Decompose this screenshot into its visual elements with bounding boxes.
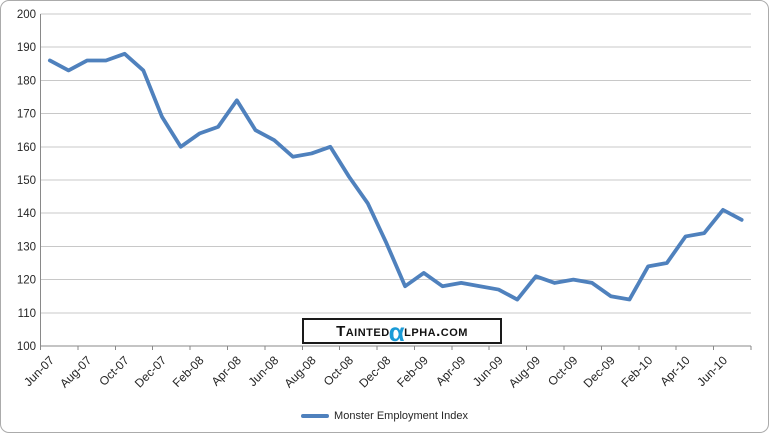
x-axis-label: Jun-08 — [245, 353, 281, 389]
x-axis-label: Jun-10 — [694, 353, 730, 389]
x-axis-label: Feb-10 — [618, 353, 655, 390]
x-axis-label: Aug-08 — [281, 353, 318, 390]
x-axis-label: Dec-08 — [356, 353, 393, 390]
y-axis-label: 150 — [17, 175, 36, 187]
x-axis-label: Oct-08 — [321, 353, 357, 389]
y-axis-label: 190 — [17, 42, 36, 54]
watermark-text-part1: Tainted — [336, 322, 390, 340]
watermark-taintedalpha: Tainted α lpha.com — [302, 318, 502, 345]
chart-legend: Monster Employment Index — [1, 407, 768, 425]
x-axis-label: Aug-07 — [57, 353, 94, 390]
y-axis-label: 110 — [18, 308, 36, 320]
x-axis-label: Dec-09 — [581, 353, 618, 390]
x-axis-label: Jun-07 — [21, 353, 57, 389]
y-axis-label: 100 — [17, 341, 36, 353]
employment-index-line — [47, 51, 744, 302]
y-axis-label: 200 — [17, 9, 36, 21]
y-axis-label: 180 — [17, 75, 36, 87]
legend-line-swatch — [301, 414, 330, 418]
legend-label: Monster Employment Index — [334, 410, 468, 422]
x-axis-label: Apr-08 — [209, 353, 245, 389]
y-axis-label: 120 — [17, 275, 36, 287]
x-axis-label: Oct-07 — [96, 353, 132, 389]
x-axis-label: Feb-08 — [170, 353, 207, 390]
x-axis-label: Apr-09 — [433, 353, 469, 389]
x-axis-label: Oct-09 — [545, 353, 581, 389]
x-axis-label: Dec-07 — [132, 353, 169, 390]
y-axis-label: 140 — [17, 208, 36, 220]
y-axis-label: 130 — [17, 241, 36, 253]
y-axis-label: 160 — [17, 142, 36, 154]
x-axis-label: Jun-09 — [470, 353, 506, 389]
watermark-text-part2: lpha.com — [404, 322, 468, 340]
x-axis-label: Aug-09 — [506, 353, 543, 390]
x-axis-label: Feb-09 — [394, 353, 431, 390]
x-axis-label: Apr-10 — [657, 353, 693, 389]
y-axis-label: 170 — [17, 109, 36, 121]
